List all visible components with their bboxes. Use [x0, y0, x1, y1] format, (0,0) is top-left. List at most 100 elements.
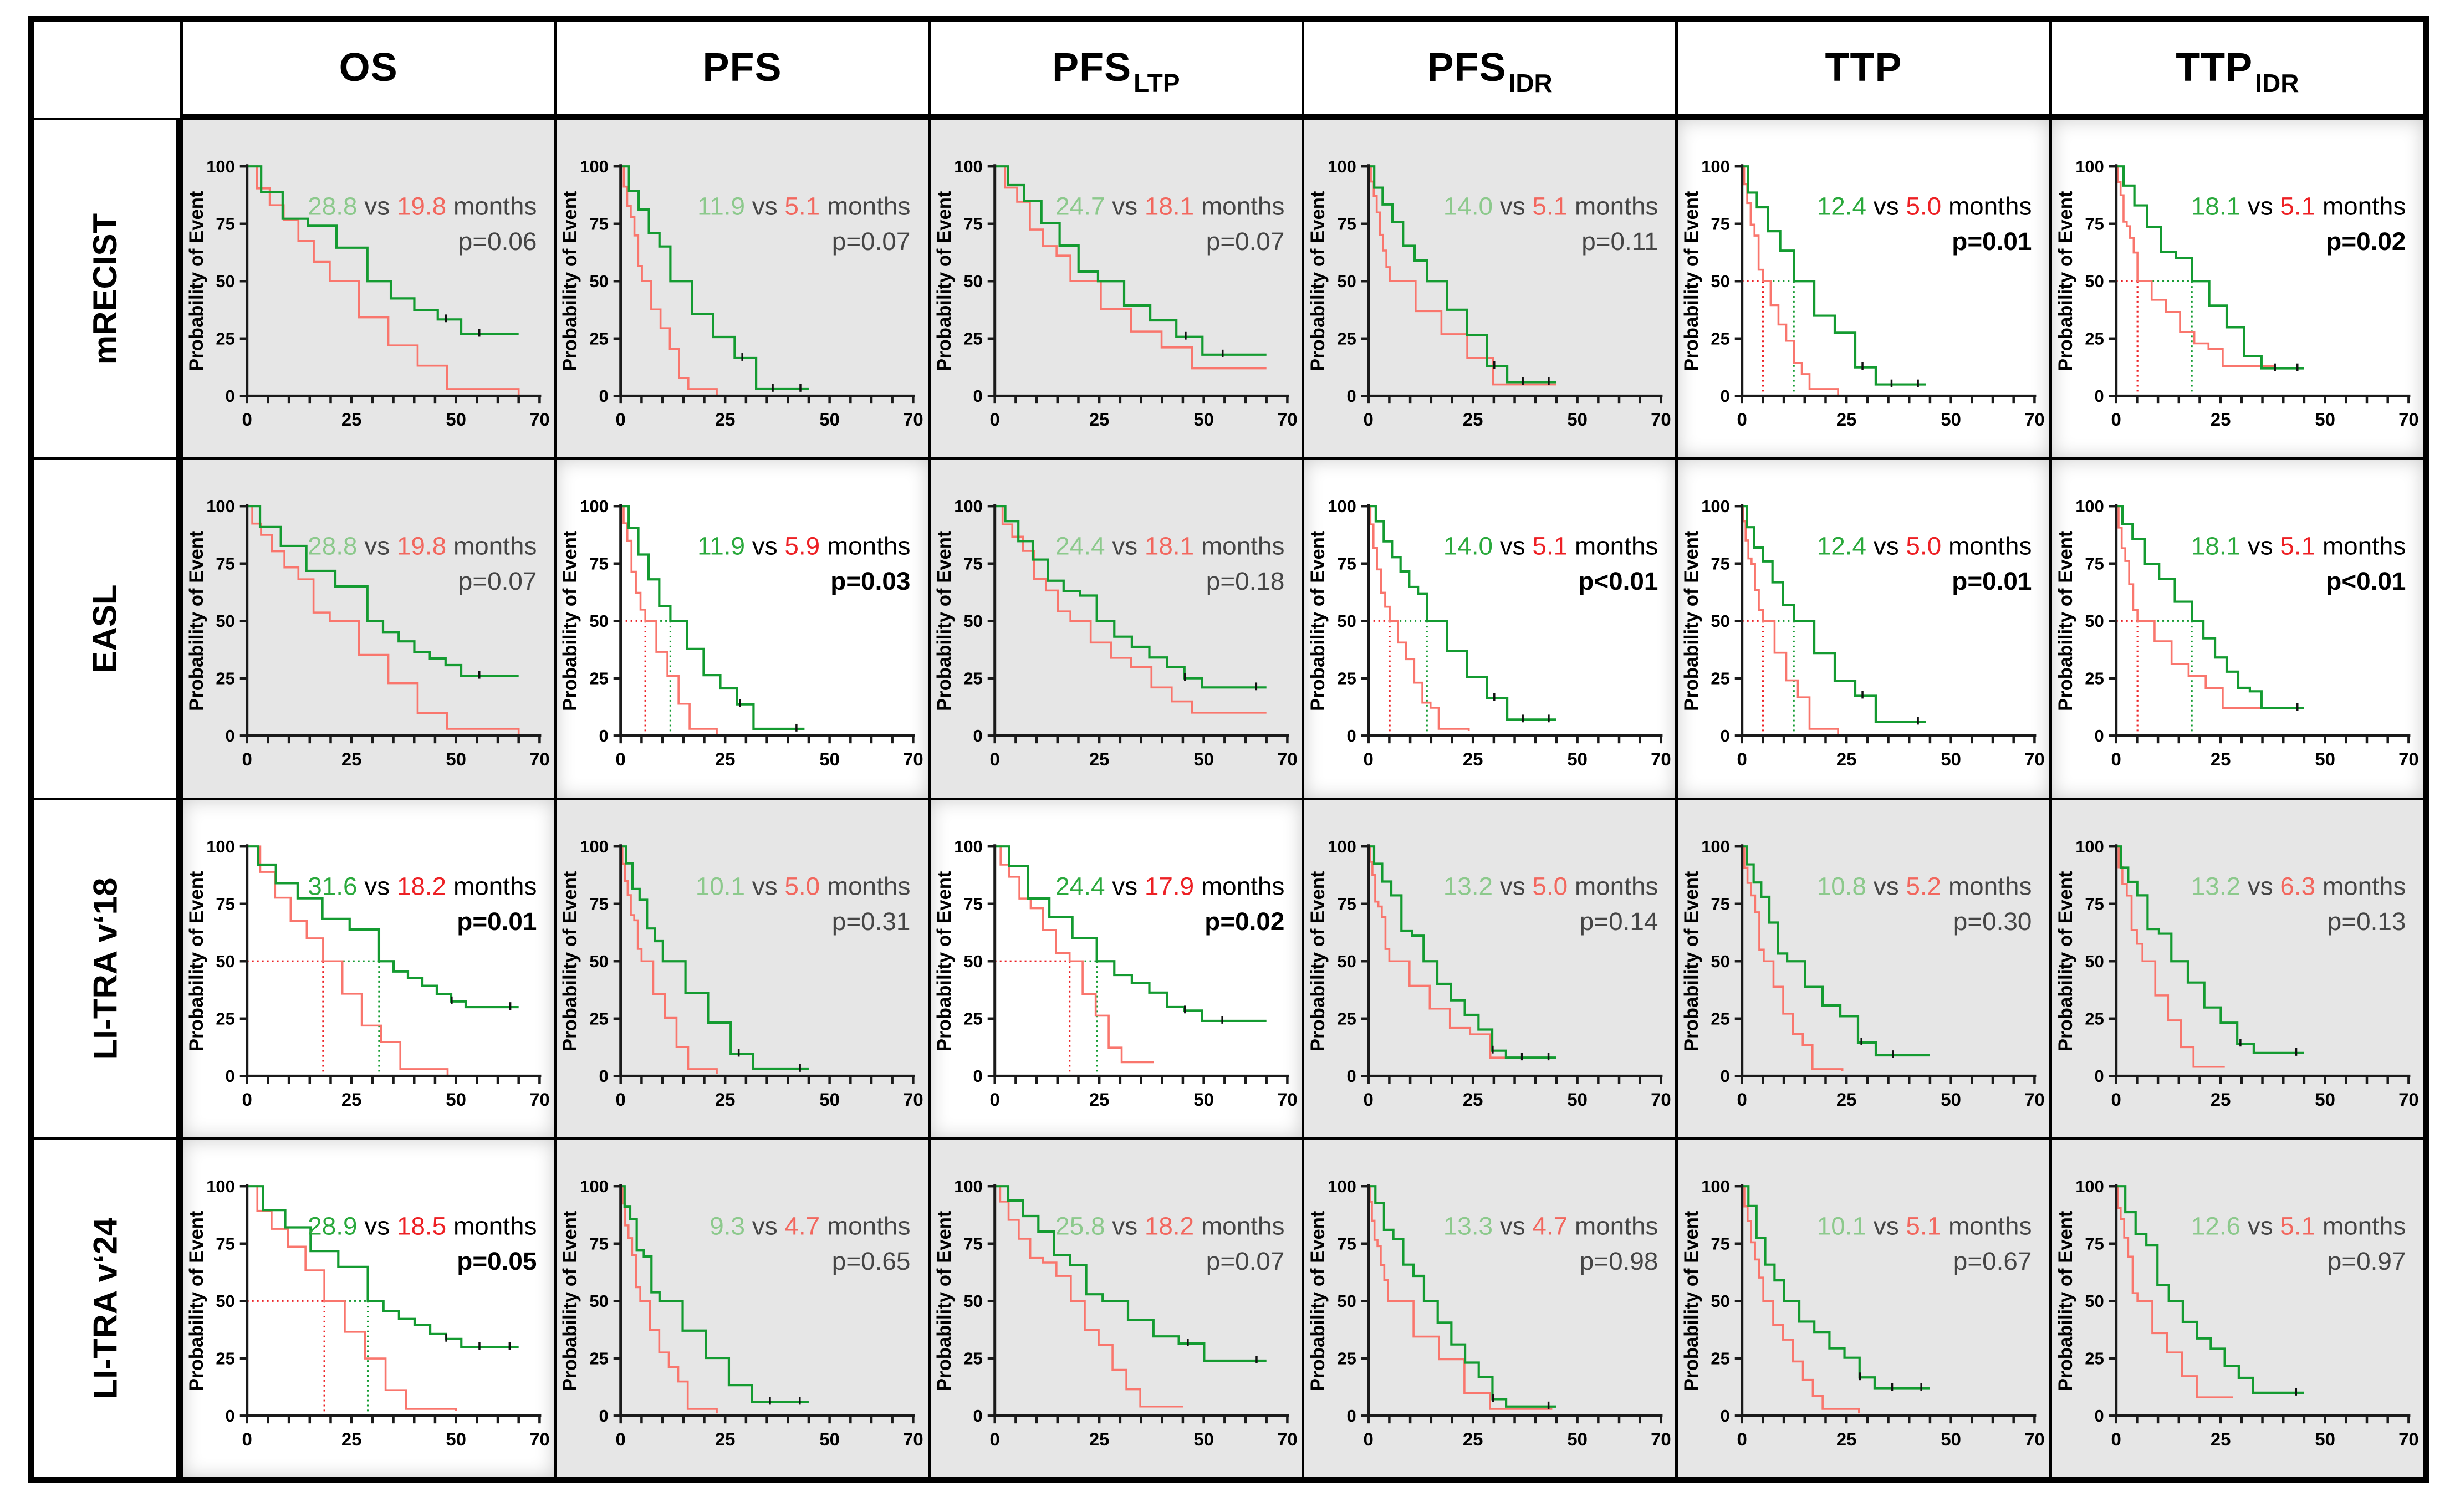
- x-tick-label: 50: [820, 409, 840, 430]
- red-km-curve: [994, 1185, 1183, 1408]
- red-median-value: 5.1: [1906, 1212, 1942, 1240]
- y-tick-label: 100: [206, 1177, 235, 1196]
- km-plot-ttp_idr-li-tra-v-18: 0 25 50 75 100 0 25 50 70 Probability of Event 13.…: [2051, 800, 2423, 1137]
- green-median-value: 24.7: [1055, 192, 1105, 221]
- column-header-subscript: LTP: [1134, 69, 1180, 98]
- y-axis-title: Probability of Event: [186, 530, 207, 711]
- y-tick-label: 50: [216, 952, 234, 971]
- green-km-curve: [247, 845, 519, 1008]
- green-median-value: 11.9: [697, 192, 745, 221]
- red-km-curve: [1742, 505, 1840, 736]
- km-plot-svg: 0 25 50 75 100 0 25 50 70 Probability of Event 11.…: [560, 497, 923, 769]
- km-plot-svg: 0 25 50 75 100 0 25 50 70 Probability of Event 24.…: [933, 837, 1297, 1110]
- y-tick-label: 0: [1347, 1406, 1356, 1426]
- y-tick-label: 75: [590, 554, 609, 574]
- y-tick-label: 25: [216, 1009, 234, 1028]
- km-plot-svg: 0 25 50 75 100 0 25 50 70 Probability of Event 24.…: [933, 497, 1298, 769]
- y-tick-label: 75: [963, 554, 982, 574]
- y-tick-label: 100: [580, 1177, 609, 1196]
- red-median-value: 18.1: [1145, 532, 1194, 560]
- y-axis-title: Probability of Event: [1681, 871, 1702, 1051]
- vs-label: vs: [1105, 872, 1144, 900]
- y-tick-label: 100: [2075, 1177, 2104, 1196]
- p-value: p=0.07: [1206, 1247, 1284, 1275]
- y-axis-title: Probability of Event: [933, 1210, 955, 1391]
- vs-label: vs: [745, 1212, 784, 1240]
- column-header-subscript: IDR: [1508, 69, 1553, 98]
- y-tick-label: 25: [2085, 1349, 2104, 1368]
- y-tick-label: 75: [590, 894, 609, 913]
- x-tick-label: 25: [2211, 409, 2231, 430]
- km-plot-os-easl: 0 25 50 75 100 0 25 50 70 Probability of Event 28.…: [183, 460, 554, 798]
- green-km-curve: [1742, 165, 1926, 386]
- y-tick-label: 75: [1711, 214, 1730, 234]
- y-tick-label: 75: [1711, 894, 1730, 913]
- x-tick-label: 70: [1277, 749, 1298, 769]
- row-label-text: LI-TRA v‘24: [86, 1217, 124, 1399]
- column-header-label: PFS: [1052, 45, 1132, 90]
- median-annotation: 24.4 vs 17.9 months: [1055, 872, 1284, 900]
- x-tick-label: 70: [2024, 409, 2045, 430]
- green-median-value: 24.4: [1055, 872, 1105, 900]
- vs-label: vs: [1105, 532, 1144, 560]
- x-tick-label: 70: [1651, 749, 1671, 769]
- y-tick-label: 50: [963, 612, 982, 631]
- y-axis-title: Probability of Event: [1681, 1210, 1702, 1391]
- km-plot-svg: 0 25 50 75 100 0 25 50 70 Probability of Event 11.…: [560, 157, 923, 430]
- x-tick-label: 0: [989, 1429, 999, 1449]
- months-label: months: [1568, 192, 1658, 221]
- p-value: p=0.13: [2327, 907, 2406, 935]
- km-plot-svg: 0 25 50 75 100 0 25 50 70 Probability of Event 13.…: [1308, 837, 1671, 1110]
- red-km-curve: [247, 165, 520, 396]
- p-value: p=0.97: [2327, 1247, 2406, 1275]
- x-tick-label: 25: [1463, 409, 1483, 430]
- x-tick-label: 0: [242, 1429, 252, 1449]
- x-tick-label: 25: [1463, 1429, 1483, 1449]
- months-label: months: [1942, 192, 2032, 221]
- row-label-li-tra-v-24: LI-TRA v‘24: [34, 1140, 180, 1477]
- red-median-value: 5.1: [2280, 532, 2315, 560]
- column-header-label: TTP: [1825, 45, 1902, 90]
- green-median-value: 18.1: [2191, 532, 2240, 560]
- p-value: p=0.07: [832, 227, 911, 256]
- km-plot-svg: 0 25 50 75 100 0 25 50 70 Probability of Event 13.…: [1308, 1177, 1671, 1449]
- km-plot-svg: 0 25 50 75 100 0 25 50 70 Probability of Event 10.…: [1681, 837, 2045, 1110]
- km-plot-svg: 0 25 50 75 100 0 25 50 70 Probability of Event 14.…: [1308, 157, 1671, 430]
- y-tick-label: 0: [973, 1406, 982, 1426]
- y-tick-label: 50: [1337, 612, 1356, 631]
- y-tick-label: 50: [590, 952, 609, 971]
- x-tick-label: 70: [529, 749, 550, 769]
- y-tick-label: 0: [1347, 386, 1356, 406]
- green-km-curve: [621, 845, 809, 1070]
- x-tick-label: 0: [1364, 749, 1374, 769]
- x-tick-label: 50: [820, 749, 840, 769]
- y-tick-label: 0: [599, 1066, 609, 1086]
- row-label-text: LI-TRA v‘18: [86, 877, 124, 1060]
- red-km-curve: [621, 1185, 718, 1413]
- y-tick-label: 75: [2085, 214, 2104, 234]
- y-tick-label: 75: [2085, 554, 2104, 574]
- x-tick-label: 0: [2111, 1429, 2121, 1449]
- median-annotation: 18.1 vs 5.1 months: [2191, 192, 2406, 221]
- x-tick-label: 50: [1941, 1089, 1962, 1109]
- vs-label: vs: [1493, 532, 1532, 560]
- y-tick-label: 100: [1702, 497, 1731, 516]
- red-median-value: 4.7: [785, 1212, 820, 1240]
- y-tick-label: 100: [580, 157, 609, 176]
- x-tick-label: 50: [1567, 1089, 1588, 1109]
- y-tick-label: 50: [963, 952, 982, 971]
- vs-label: vs: [745, 872, 784, 900]
- median-annotation: 13.2 vs 6.3 months: [2191, 872, 2406, 900]
- y-tick-label: 50: [2085, 1291, 2104, 1311]
- red-km-curve: [1368, 845, 1553, 1059]
- p-value: p=0.07: [458, 567, 537, 595]
- red-median-value: 18.5: [397, 1212, 446, 1240]
- y-tick-label: 50: [963, 1291, 982, 1311]
- months-label: months: [2315, 1212, 2406, 1240]
- column-header-pfs-ltp: PFS LTP: [930, 22, 1302, 118]
- y-axis-title: Probability of Event: [2055, 530, 2076, 711]
- green-median-value: 13.2: [2191, 872, 2240, 900]
- x-tick-label: 70: [1651, 409, 1671, 430]
- km-plot-svg: 0 25 50 75 100 0 25 50 70 Probability of Event 10.…: [1681, 1177, 2045, 1449]
- red-km-curve: [1742, 165, 1840, 396]
